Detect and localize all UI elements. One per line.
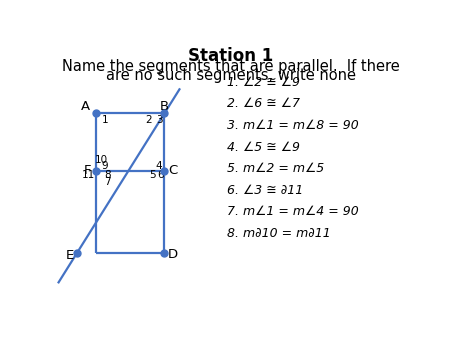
Text: 3: 3 xyxy=(156,115,162,125)
Text: 8. m∂10 = m∂11: 8. m∂10 = m∂11 xyxy=(227,227,331,240)
Text: A: A xyxy=(81,100,90,114)
Text: B: B xyxy=(160,100,169,114)
Text: 5. m∠2 = m∠5: 5. m∠2 = m∠5 xyxy=(227,162,324,175)
Text: 7: 7 xyxy=(104,177,111,187)
Text: 2. ∠6 ≅ ∠7: 2. ∠6 ≅ ∠7 xyxy=(227,97,300,110)
Text: 3. m∠1 = m∠8 = 90: 3. m∠1 = m∠8 = 90 xyxy=(227,119,359,132)
Text: 6: 6 xyxy=(158,170,164,180)
Text: 1: 1 xyxy=(102,115,108,125)
Text: are no such segments, write none: are no such segments, write none xyxy=(106,68,356,83)
Text: Station 1: Station 1 xyxy=(188,47,273,65)
Text: E: E xyxy=(66,249,74,262)
Text: 11: 11 xyxy=(82,170,95,180)
Text: 4. ∠5 ≅ ∠9: 4. ∠5 ≅ ∠9 xyxy=(227,141,300,153)
Text: F: F xyxy=(84,164,91,177)
Text: C: C xyxy=(168,164,178,177)
Text: 7. m∠1 = m∠4 = 90: 7. m∠1 = m∠4 = 90 xyxy=(227,205,359,218)
Text: 4: 4 xyxy=(156,161,162,171)
Text: Name the segments that are parallel.  If there: Name the segments that are parallel. If … xyxy=(62,59,400,74)
Text: 10: 10 xyxy=(95,155,108,165)
Text: 2: 2 xyxy=(145,115,152,125)
Text: 6. ∠3 ≅ ∂11: 6. ∠3 ≅ ∂11 xyxy=(227,184,303,197)
Text: 5: 5 xyxy=(149,170,155,180)
Text: D: D xyxy=(168,248,178,261)
Text: 1. ∠2 ≅ ∠9: 1. ∠2 ≅ ∠9 xyxy=(227,76,300,89)
Text: 9: 9 xyxy=(102,161,108,171)
Text: 8: 8 xyxy=(104,170,111,180)
